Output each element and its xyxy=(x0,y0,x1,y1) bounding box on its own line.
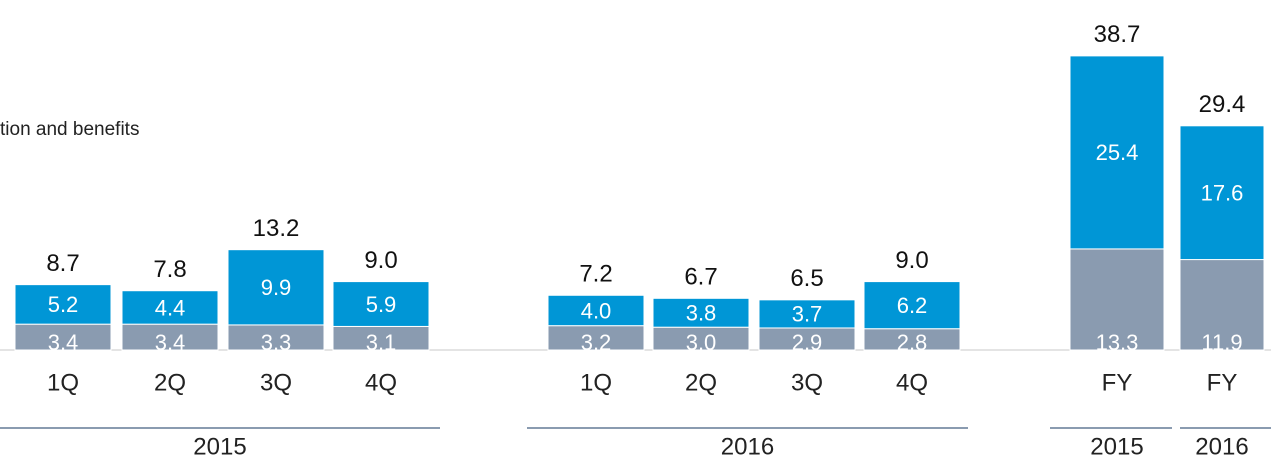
bar-segment xyxy=(863,281,961,330)
x-tick-label: 1Q xyxy=(47,369,79,396)
total-label: 6.7 xyxy=(684,264,717,291)
group-label: 2015 xyxy=(1090,433,1143,460)
value-label: 13.3 xyxy=(1096,330,1139,355)
bar-segment xyxy=(14,284,112,325)
bar-segment xyxy=(1179,125,1265,261)
value-label: 4.4 xyxy=(155,295,186,320)
value-label: 2.9 xyxy=(792,330,823,355)
value-label: 3.3 xyxy=(261,330,292,355)
value-label: 3.7 xyxy=(792,302,823,327)
value-label: 3.2 xyxy=(581,330,612,355)
x-tick-label: 3Q xyxy=(260,369,292,396)
value-label: 11.9 xyxy=(1201,330,1242,355)
x-tick-label: 3Q xyxy=(791,369,823,396)
value-label: 3.4 xyxy=(48,330,79,355)
x-tick-label: FY xyxy=(1102,369,1133,396)
value-label: 3.4 xyxy=(155,330,186,355)
total-label: 38.7 xyxy=(1094,21,1141,48)
x-tick-label: 2Q xyxy=(154,369,186,396)
bar-segment xyxy=(14,323,112,351)
value-label: 5.2 xyxy=(48,292,79,317)
total-label: 29.4 xyxy=(1199,91,1246,118)
bar-segment xyxy=(227,249,325,326)
bar-segment xyxy=(547,294,645,327)
x-tick-label: 1Q xyxy=(580,369,612,396)
total-label: 6.5 xyxy=(790,265,823,292)
value-label: 3.0 xyxy=(686,330,717,355)
x-tick-label: 4Q xyxy=(365,369,397,396)
group-label: 2016 xyxy=(721,433,774,460)
value-label: 17.6 xyxy=(1201,180,1244,205)
total-label: 7.8 xyxy=(153,256,186,283)
bar-segment xyxy=(652,297,750,328)
legend-text: tion and benefits xyxy=(0,119,139,140)
value-label: 3.1 xyxy=(366,330,397,355)
value-label: 5.9 xyxy=(366,292,397,317)
total-label: 9.0 xyxy=(895,247,928,274)
group-label: 2016 xyxy=(1195,433,1248,460)
bar-segment xyxy=(121,290,219,325)
bar-segment xyxy=(1179,259,1265,351)
bar-segment xyxy=(332,281,430,327)
total-label: 13.2 xyxy=(253,215,300,242)
bar-segment xyxy=(1069,248,1165,351)
value-label: 4.0 xyxy=(581,298,612,323)
bar-segment xyxy=(758,299,856,329)
x-tick-label: 4Q xyxy=(896,369,928,396)
value-label: 25.4 xyxy=(1096,140,1139,165)
bar-segment xyxy=(547,325,645,351)
value-label: 3.8 xyxy=(686,301,717,326)
group-label: 2015 xyxy=(193,433,246,460)
bar-segment xyxy=(1069,55,1165,250)
x-tick-label: 2Q xyxy=(685,369,717,396)
value-label: 6.2 xyxy=(897,293,928,318)
total-label: 8.7 xyxy=(46,250,79,277)
value-label: 9.9 xyxy=(261,275,292,300)
total-label: 7.2 xyxy=(579,261,612,288)
x-tick-label: FY xyxy=(1207,369,1238,396)
value-label: 2.8 xyxy=(897,330,928,355)
total-label: 9.0 xyxy=(364,247,397,274)
